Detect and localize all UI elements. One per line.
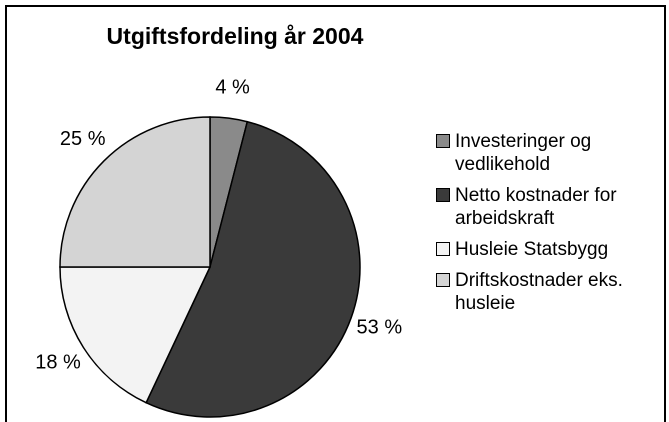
- data-label: 4 %: [215, 77, 250, 99]
- legend-swatch: [436, 188, 450, 202]
- legend-item: Netto kostnader for arbeidskraft: [436, 184, 669, 230]
- pie-slice: [145, 120, 361, 418]
- chart-title: Utgiftsfordeling år 2004: [107, 23, 364, 49]
- data-label: 25 %: [60, 128, 106, 150]
- legend-item: Investeringer og vedlikehold: [436, 130, 669, 176]
- legend: Investeringer og vedlikehold Netto kostna…: [436, 130, 669, 323]
- legend-label: Driftskostnader eks. husleie: [455, 270, 623, 314]
- frame: [5, 5, 666, 422]
- data-label: 53 %: [357, 316, 403, 338]
- legend-label: Netto kostnader for arbeidskraft: [455, 185, 617, 229]
- pie-slice: [59, 266, 212, 404]
- legend-swatch: [436, 273, 450, 287]
- data-label: 18 %: [35, 352, 81, 374]
- legend-label: Husleie Statsbygg: [455, 239, 609, 260]
- legend-label: Investeringer og vedlikehold: [455, 131, 592, 175]
- legend-swatch: [436, 134, 450, 148]
- legend-item: Driftskostnader eks. husleie: [436, 269, 669, 315]
- pie-slice: [59, 116, 211, 268]
- legend-item: Husleie Statsbygg: [436, 238, 669, 261]
- legend-swatch: [436, 242, 450, 256]
